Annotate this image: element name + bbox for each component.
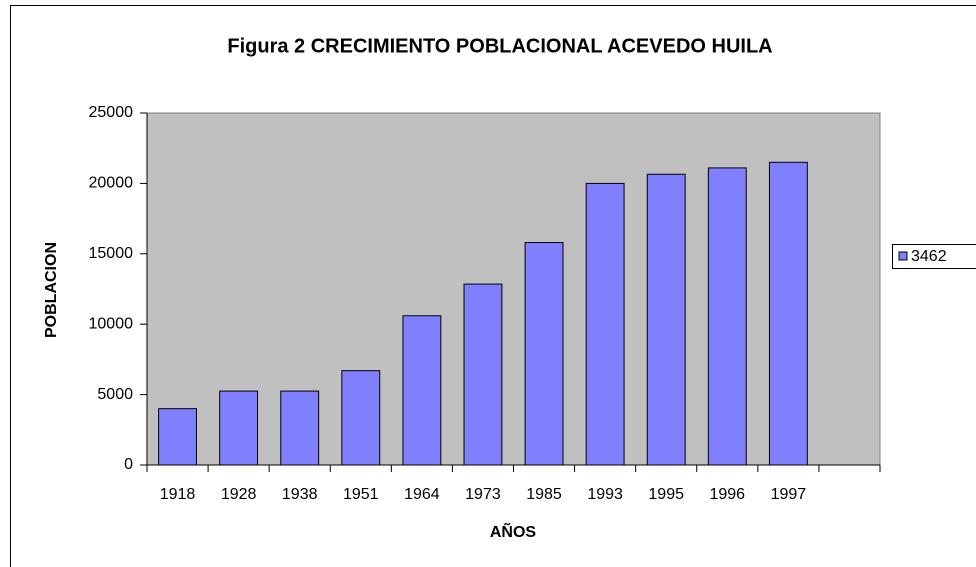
x-tick-label: 1918 [160,486,196,503]
plot-area [146,112,881,466]
legend-swatch [898,251,908,261]
bar [280,390,320,466]
y-tick-label: 5000 [97,386,133,403]
y-axis-label: POBLACION [43,242,60,338]
bar [707,167,747,466]
bar [768,161,808,466]
x-tick-label: 1951 [343,486,379,503]
x-tick-label: 1928 [221,486,257,503]
bar [219,390,259,466]
x-tick-label: 1938 [282,486,318,503]
x-tick-label: 1973 [465,486,501,503]
bar [524,242,564,466]
y-tick-label: 25000 [89,104,134,121]
x-tick-label: 1996 [709,486,745,503]
y-tick-label: 15000 [89,245,134,262]
x-tick-label: 1993 [587,486,623,503]
y-tick-label: 20000 [89,175,134,192]
bar [646,173,686,466]
y-tick-label: 10000 [89,315,134,332]
y-tick-label: 0 [124,456,133,473]
x-axis-label: AÑOS [490,521,537,541]
x-tick-label: 1995 [648,486,684,503]
bar [463,283,503,466]
bar [158,408,197,466]
x-tick-label: 1964 [404,486,440,503]
bar [341,370,381,466]
x-tick-label: 1997 [771,486,807,503]
bar [402,315,442,466]
legend-label: 3462 [911,248,947,265]
bar [585,182,625,466]
chart-title: Figura 2 CRECIMIENTO POBLACIONAL ACEVEDO… [227,35,772,57]
x-tick-label: 1985 [526,486,562,503]
